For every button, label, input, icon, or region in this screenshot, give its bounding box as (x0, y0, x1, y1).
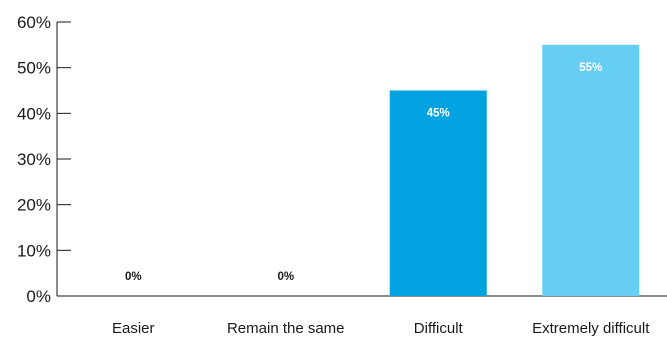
category-label: Remain the same (227, 320, 345, 337)
data-label: 45% (427, 108, 450, 120)
x-axis-labels: Easier Remain the same Difficult Extremely … (112, 320, 650, 337)
y-axis: 0% 10% 20% 30% 40% 50% 60% (17, 13, 667, 306)
y-tick-label: 20% (17, 196, 51, 215)
data-label: 0% (277, 271, 294, 283)
category-label: Difficult (414, 320, 464, 337)
y-tick-label: 30% (17, 150, 51, 169)
bars (389, 44, 640, 297)
bar (542, 44, 640, 297)
category-label: Extremely difficult (532, 320, 650, 337)
data-label: 55% (579, 62, 602, 74)
data-labels: 0% 0% 45% 55% (125, 62, 602, 283)
data-label: 0% (125, 271, 142, 283)
bar (389, 90, 487, 296)
y-tick-label: 10% (17, 241, 51, 260)
y-tick-label: 40% (17, 104, 51, 123)
y-tick-label: 0% (26, 287, 51, 306)
y-tick-label: 60% (17, 13, 51, 32)
y-tick-label: 50% (17, 59, 51, 78)
category-label: Easier (112, 320, 155, 337)
